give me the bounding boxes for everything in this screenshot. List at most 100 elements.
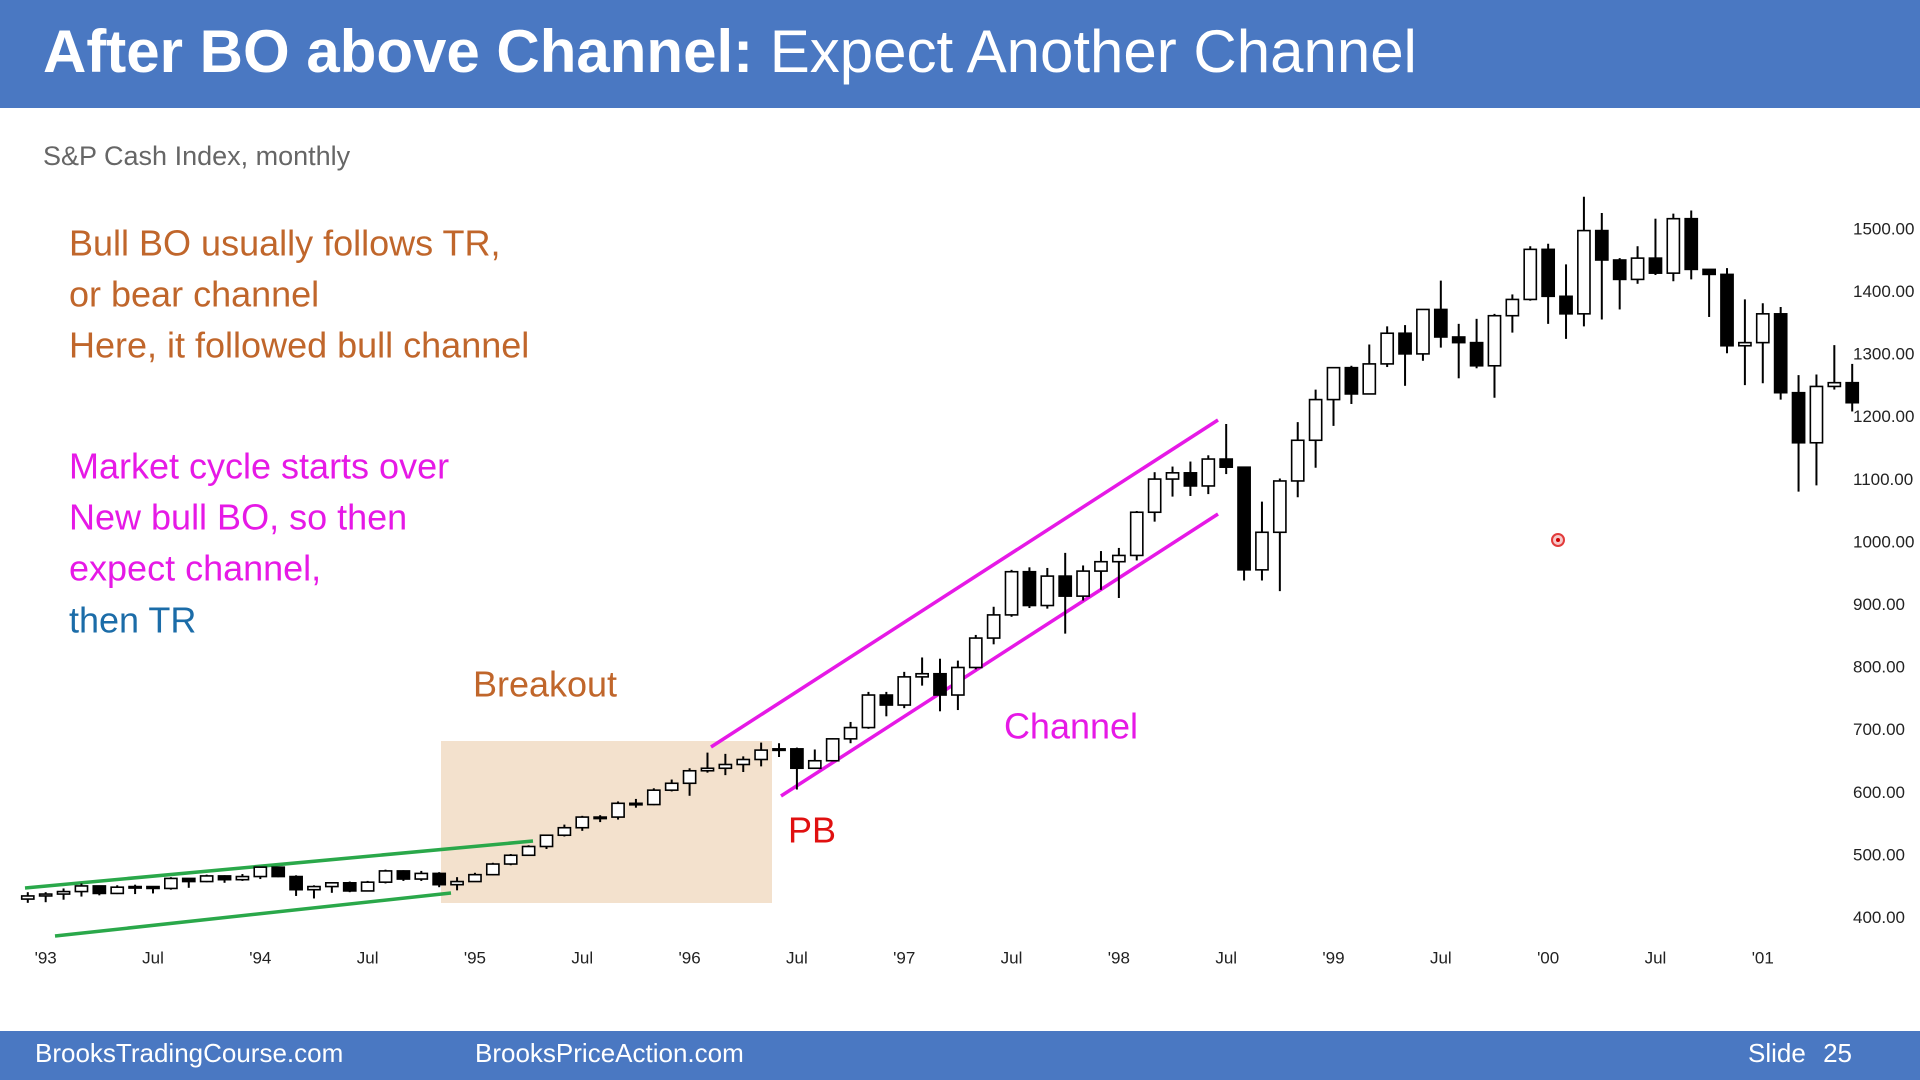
header-bar <box>0 0 1920 108</box>
candle-body <box>1129 511 1144 557</box>
annotation: or bear channel <box>69 274 319 315</box>
candle-body <box>736 758 751 766</box>
slide-label: Slide <box>1748 1038 1806 1068</box>
candle-body <box>521 845 536 857</box>
footer-bar <box>0 1031 1920 1080</box>
x-tick-label: '94 <box>249 948 271 967</box>
y-tick-label: 400.00 <box>1853 908 1905 927</box>
y-tick-label: 900.00 <box>1853 595 1905 614</box>
candle-body <box>1702 268 1717 276</box>
x-tick-label: '01 <box>1752 948 1774 967</box>
annotation: Market cycle starts over <box>69 446 449 487</box>
candle-body <box>1559 295 1573 315</box>
candle-body <box>1147 478 1162 514</box>
candle-body <box>1827 381 1842 388</box>
trend-line <box>24 839 534 890</box>
candle-body <box>38 893 53 897</box>
x-tick-label: '98 <box>1108 948 1130 967</box>
candle-body <box>1791 391 1806 444</box>
footer-link: BrooksTradingCourse.com <box>35 1038 343 1068</box>
candle-body <box>1040 575 1055 607</box>
candle-body <box>217 875 232 881</box>
chart-subtitle: S&P Cash Index, monthly <box>43 141 351 171</box>
annotation: Channel <box>1004 706 1138 747</box>
x-tick-label: Jul <box>786 948 808 967</box>
candle-body <box>163 877 178 890</box>
candle-body <box>700 767 715 772</box>
candle-body <box>1451 336 1466 344</box>
candle-body <box>235 875 250 881</box>
footer-link: BrooksPriceAction.com <box>475 1038 744 1068</box>
candle-body <box>1738 341 1752 347</box>
candle-body <box>611 802 625 818</box>
channel-line <box>780 512 1219 798</box>
candle-body <box>199 875 214 883</box>
candle-body <box>1469 341 1484 367</box>
x-tick-label: '95 <box>464 948 486 967</box>
candle-body <box>1523 248 1538 301</box>
candle-body <box>271 866 286 878</box>
candle-body <box>1201 458 1216 487</box>
x-tick-label: Jul <box>571 948 593 967</box>
y-tick-label: 500.00 <box>1853 845 1905 864</box>
candle-body <box>933 672 947 696</box>
slide-title: After BO above Channel: Expect Another C… <box>43 18 1417 85</box>
y-tick-label: 1500.00 <box>1853 219 1914 238</box>
candle-body <box>342 882 357 892</box>
candle-body <box>825 738 840 762</box>
candle-body <box>1666 217 1681 274</box>
candle-body <box>575 816 590 829</box>
candle-body <box>1684 217 1699 271</box>
candle-body <box>1111 554 1126 563</box>
candle-body <box>1505 298 1520 317</box>
candle-body <box>539 834 554 848</box>
candle-body <box>396 870 411 880</box>
candle-body <box>1433 308 1448 338</box>
candle-body <box>92 885 107 895</box>
axes: 400.00 500.00 600.00 700.00 800.00 900.00 1000… <box>35 219 1915 967</box>
candle-body <box>951 666 965 696</box>
annotation: then TR <box>69 600 196 641</box>
candle-body <box>790 748 804 770</box>
candle-body <box>646 789 661 806</box>
candle-body <box>1237 466 1251 571</box>
candle-body <box>1094 560 1108 572</box>
slide-number: Slide 25 <box>1748 1038 1852 1068</box>
candle-body <box>1487 314 1502 367</box>
x-tick-label: '93 <box>35 948 57 967</box>
candle-body <box>629 802 643 806</box>
channel-line <box>710 418 1219 749</box>
candle-body <box>1183 472 1198 487</box>
candle-body <box>74 885 89 893</box>
candle-body <box>1630 257 1645 281</box>
candle-body <box>1219 458 1234 468</box>
candle-body <box>307 885 321 891</box>
candle-body <box>289 875 303 891</box>
annotation: PB <box>788 810 836 851</box>
annotation: Bull BO usually follows TR, <box>69 223 501 264</box>
candle-body <box>450 880 464 886</box>
candle-body <box>1612 259 1627 281</box>
candle-body <box>1076 570 1090 597</box>
candle-body <box>503 854 518 865</box>
annotation: expect channel, <box>69 548 321 589</box>
candle-body <box>468 873 482 883</box>
candle-body <box>181 877 196 883</box>
candle-body <box>110 886 125 895</box>
annotation: New bull BO, so then <box>69 497 407 538</box>
candle-body <box>915 672 929 678</box>
y-tick-label: 700.00 <box>1853 720 1905 739</box>
candle-body <box>718 763 733 770</box>
candle-body <box>861 694 876 729</box>
x-tick-label: '99 <box>1322 948 1344 967</box>
x-tick-label: Jul <box>1001 948 1023 967</box>
candle-body <box>414 872 429 880</box>
candle-body <box>879 694 894 706</box>
candle-body <box>324 882 339 888</box>
candle-body <box>1845 381 1860 404</box>
candle-body <box>1541 248 1556 298</box>
candle-body <box>1290 439 1305 482</box>
y-tick-label: 1100.00 <box>1853 470 1913 489</box>
